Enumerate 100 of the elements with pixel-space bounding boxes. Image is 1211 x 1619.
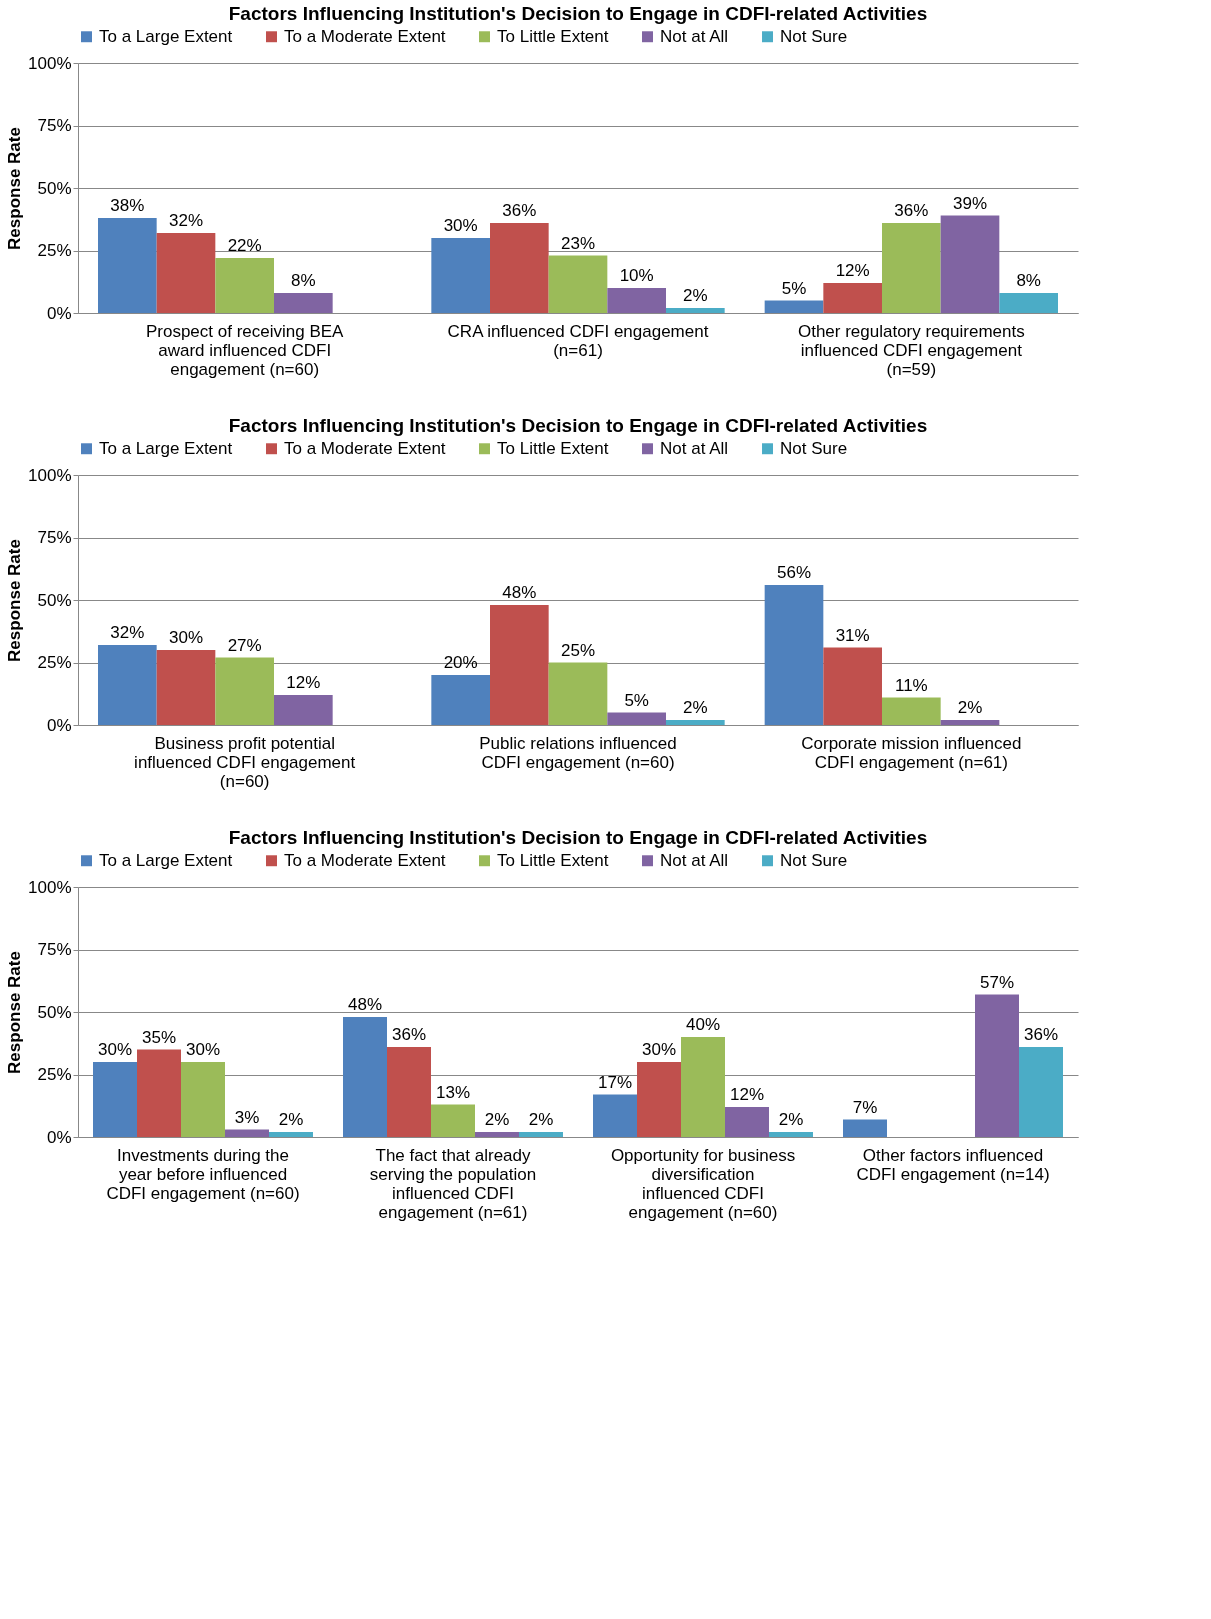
bar: [607, 712, 666, 725]
data-label: 36%: [1023, 1025, 1059, 1044]
data-label: 25%: [560, 640, 596, 660]
data-label: 27%: [227, 635, 262, 655]
legend-label: Not Sure: [780, 438, 848, 458]
bar: [215, 657, 274, 725]
y-tick-label: 75%: [37, 528, 72, 547]
bar: [137, 1049, 181, 1137]
data-label: 48%: [347, 995, 383, 1014]
legend-label: To Little Extent: [497, 438, 609, 458]
bar: [519, 1132, 563, 1137]
legend-label: To a Moderate Extent: [284, 26, 446, 46]
legend-label: To a Moderate Extent: [284, 438, 446, 458]
legend-label: To Little Extent: [497, 26, 609, 46]
x-tick-label: Corporate mission influenced CDFI engagement (n=61): [801, 733, 1022, 772]
y-tick-label: 0%: [46, 715, 72, 735]
x-tick-label: Opportunity for business diversification influenced CDFI engagement (n=60): [610, 1145, 796, 1222]
legend-label: Not at All: [660, 438, 729, 458]
y-tick-label: 50%: [37, 590, 72, 610]
bar: [823, 283, 882, 313]
y-tick-label: 75%: [37, 940, 72, 959]
y-tick-label: 25%: [37, 1065, 72, 1084]
bar: [725, 1107, 769, 1137]
data-label: 12%: [835, 261, 870, 280]
data-label: 32%: [110, 623, 145, 642]
bar: [975, 994, 1019, 1137]
legend-label: Not at All: [660, 26, 729, 46]
data-label: 30%: [168, 628, 204, 647]
bar: [431, 675, 490, 725]
y-axis-title: Response Rate: [5, 127, 25, 250]
x-tick-label: Other factors influenced CDFI engagement (n=14): [856, 1145, 1050, 1184]
chart-title: Factors Influencing Institution's Decision to Engage in CDFI-related Activities: [228, 415, 928, 436]
bar: [98, 218, 157, 313]
y-tick-label: 50%: [37, 178, 72, 198]
x-tick-label: Public relations influenced CDFI engagement (n=60): [479, 733, 677, 772]
bar: [93, 1062, 137, 1137]
data-label: 20%: [443, 653, 478, 672]
bar: [181, 1062, 225, 1137]
legend-label: To a Moderate Extent: [284, 850, 446, 870]
data-label: 48%: [502, 583, 537, 602]
bar: [343, 1017, 387, 1137]
y-axis-title: Response Rate: [5, 951, 25, 1074]
data-label: 30%: [641, 1040, 677, 1059]
bar: [490, 223, 549, 313]
data-label: 8%: [291, 271, 316, 290]
data-label: 30%: [97, 1040, 133, 1059]
bar: [666, 308, 725, 313]
legend-label: To Little Extent: [497, 850, 609, 870]
data-label: 30%: [443, 216, 478, 235]
data-label: 13%: [435, 1082, 471, 1102]
data-label: 12%: [286, 673, 321, 692]
data-label: 32%: [168, 211, 204, 230]
bar: [156, 650, 216, 725]
bar: [431, 1104, 475, 1137]
data-label: 2%: [683, 698, 708, 717]
y-tick-label: 0%: [46, 1127, 72, 1147]
bar: [882, 697, 941, 725]
data-label: 36%: [391, 1025, 427, 1044]
bar: [940, 215, 1000, 313]
bar: [1019, 1047, 1063, 1137]
data-label: 38%: [110, 196, 145, 215]
data-label: 3%: [234, 1107, 260, 1127]
data-label: 35%: [141, 1027, 177, 1047]
bar: [999, 293, 1058, 313]
bar: [593, 1094, 637, 1137]
bar: [637, 1062, 681, 1137]
data-label: 22%: [227, 236, 262, 255]
legend-label: Not Sure: [780, 850, 848, 870]
bar: [548, 255, 608, 313]
bar: [764, 585, 824, 725]
x-tick-label: Prospect of receiving BEA award influenced CDFI engagement (n=60): [145, 321, 345, 379]
data-label: 2%: [278, 1110, 304, 1129]
x-tick-label: The fact that already serving the population influenced CDFI engagement (n=61): [369, 1145, 537, 1222]
x-tick-label: Investments during the year before influenced CDFI engagement (n=60): [106, 1145, 300, 1203]
x-tick-label: Other regulatory requirements influenced CDFI engagement (n=59): [797, 321, 1025, 379]
y-tick-label: 0%: [46, 303, 72, 323]
chart-title: Factors Influencing Institution's Decision to Engage in CDFI-related Activities: [228, 827, 928, 848]
bar: [843, 1119, 887, 1137]
bar: [681, 1037, 725, 1137]
y-tick-label: 75%: [37, 116, 72, 135]
legend-label: Not Sure: [780, 26, 848, 46]
legend-label: To a Large Extent: [99, 850, 233, 870]
bar: [823, 647, 882, 725]
x-tick-label: CRA influenced CDFI engagement (n=61): [447, 321, 709, 360]
bar: [269, 1132, 313, 1137]
bar: [475, 1132, 519, 1137]
data-label: 40%: [685, 1015, 721, 1034]
data-label: 56%: [776, 563, 812, 582]
y-tick-label: 100%: [28, 465, 72, 485]
data-label: 17%: [597, 1072, 633, 1092]
bar: [940, 720, 1000, 725]
bar: [607, 288, 666, 313]
chart-title: Factors Influencing Institution's Decision to Engage in CDFI-related Activities: [228, 3, 928, 24]
data-label: 2%: [957, 698, 983, 717]
bar: [274, 695, 333, 725]
bar: [431, 238, 490, 313]
x-tick-label: Business profit potential influenced CDFI engagement (n=60): [134, 733, 356, 791]
legend-label: Not at All: [660, 850, 729, 870]
y-tick-label: 100%: [28, 877, 72, 897]
data-label: 36%: [502, 201, 537, 220]
